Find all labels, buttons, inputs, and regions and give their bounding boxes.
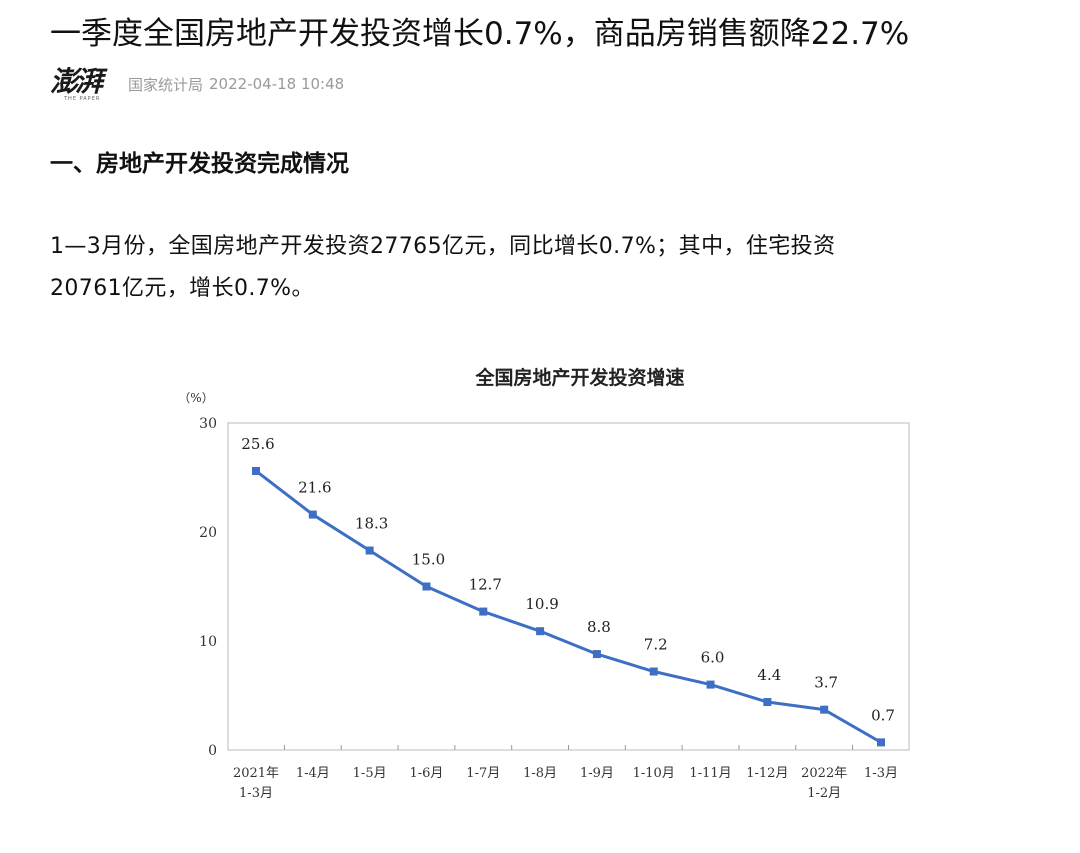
data-label: 6.0 xyxy=(701,649,725,667)
logo-subtitle: THE PAPER xyxy=(64,96,101,102)
data-point xyxy=(592,650,601,659)
series-line xyxy=(255,469,882,744)
paragraph-line: 1—3月份，全国房地产开发投资27765亿元，同比增长0.7%；其中，住宅投资 xyxy=(50,234,836,259)
paragraph-line: 20761亿元，增长0.7%。 xyxy=(50,276,314,301)
data-label: 10.9 xyxy=(525,595,558,613)
x-tick-label: 1-3月 xyxy=(239,786,273,801)
x-tick-label: 2022年 xyxy=(801,766,847,781)
data-label: 21.6 xyxy=(298,479,331,497)
data-label: 7.2 xyxy=(644,636,668,654)
article-meta: 澎湃 THE PAPER 国家统计局 2022-04-18 10:48 xyxy=(50,65,345,103)
x-tick-label: 1-5月 xyxy=(353,766,387,781)
x-tick-label: 1-8月 xyxy=(523,766,557,781)
data-point xyxy=(308,510,317,519)
x-tick-label: 1-7月 xyxy=(466,766,500,781)
article-headline: 一季度全国房地产开发投资增长0.7%，商品房销售额降22.7% xyxy=(50,16,910,52)
data-label: 25.6 xyxy=(241,435,274,453)
data-point xyxy=(820,705,829,714)
data-point xyxy=(365,546,374,555)
x-tick-label: 1-9月 xyxy=(580,766,614,781)
data-label: 8.8 xyxy=(587,618,611,636)
logo-wordmark: 澎湃 xyxy=(50,65,103,98)
data-point xyxy=(536,627,545,636)
y-tick-label: 10 xyxy=(199,634,217,650)
x-tick-label: 1-3月 xyxy=(864,766,898,781)
x-tick-label: 1-12月 xyxy=(746,766,788,781)
y-tick-label: 0 xyxy=(208,743,217,759)
x-tick-label: 1-4月 xyxy=(296,766,330,781)
data-point xyxy=(422,582,431,591)
y-tick-label: 20 xyxy=(199,525,217,541)
data-point xyxy=(252,466,260,475)
data-label: 18.3 xyxy=(355,515,388,533)
article-source[interactable]: 国家统计局 xyxy=(128,75,204,94)
section-title: 一、房地产开发投资完成情况 xyxy=(50,151,349,177)
data-point xyxy=(877,738,885,747)
x-tick-label: 1-11月 xyxy=(689,766,731,781)
data-point xyxy=(649,667,658,676)
data-point xyxy=(706,680,715,689)
article-paragraph: 1—3月份，全国房地产开发投资27765亿元，同比增长0.7%；其中，住宅投资 … xyxy=(50,226,1065,310)
x-tick-label: 1-2月 xyxy=(807,786,841,801)
y-axis: 0 10 20 30 xyxy=(199,416,217,759)
data-points xyxy=(252,466,885,747)
x-tick-label: 1-10月 xyxy=(633,766,675,781)
plot-frame xyxy=(227,422,910,751)
data-label: 12.7 xyxy=(469,576,502,594)
y-tick-label: 30 xyxy=(199,416,217,432)
chart-title: 全国房地产开发投资增速 xyxy=(474,366,684,389)
x-tick-label: 2021年 xyxy=(233,766,279,781)
article-timestamp: 2022-04-18 10:48 xyxy=(209,75,345,93)
data-point xyxy=(763,698,772,707)
the-paper-logo[interactable]: 澎湃 THE PAPER xyxy=(50,65,116,103)
y-axis-unit-label: （%） xyxy=(178,391,213,405)
x-axis: 2021年 1-3月 1-4月 1-5月 1-6月 1-7月 1-8月 1-9月 1-10月 1-… xyxy=(233,745,898,801)
data-labels: 25.6 21.6 18.3 15.0 12.7 10.9 8.8 7.2 6.0 4.4 3.7 0… xyxy=(241,435,895,724)
data-label: 3.7 xyxy=(814,674,838,692)
data-label: 0.7 xyxy=(871,706,895,724)
x-tick-label: 1-6月 xyxy=(409,766,443,781)
data-point xyxy=(479,607,488,616)
data-label: 4.4 xyxy=(757,666,781,684)
data-label: 15.0 xyxy=(412,551,445,569)
